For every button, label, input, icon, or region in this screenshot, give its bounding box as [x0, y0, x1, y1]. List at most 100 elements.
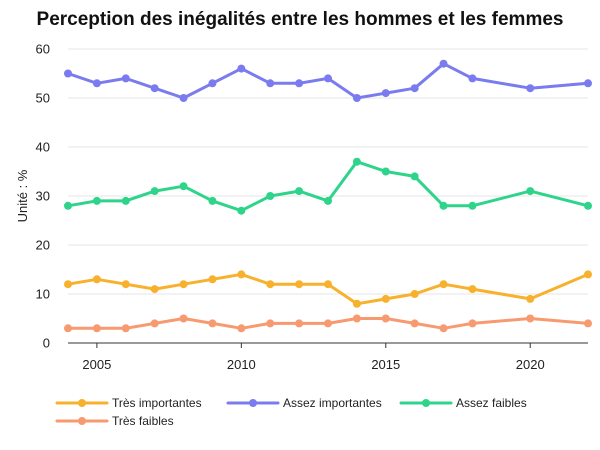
data-point [584, 201, 592, 210]
data-point [179, 94, 188, 102]
data-point [439, 280, 448, 289]
data-point [150, 84, 159, 93]
x-tick-label: 2020 [516, 357, 545, 372]
data-point [410, 290, 419, 298]
data-point [381, 89, 390, 98]
data-point [439, 324, 448, 333]
y-tick-label: 40 [36, 140, 50, 155]
legend-swatch-marker [78, 417, 86, 425]
data-point [150, 187, 159, 196]
data-point [295, 79, 304, 88]
legend-item: Très faibles [55, 414, 174, 428]
series-2 [64, 59, 592, 102]
data-point [179, 314, 188, 323]
data-point [352, 157, 361, 166]
legend: Très importantes Assez importantes Assez f… [55, 396, 527, 428]
legend-item: Assez importantes [226, 396, 382, 410]
data-point [381, 294, 390, 303]
legend-label: Très faibles [112, 414, 174, 428]
series-3 [64, 157, 592, 215]
y-tick-label: 50 [36, 91, 50, 106]
data-point [439, 201, 448, 210]
data-point [150, 285, 159, 294]
data-point [584, 79, 592, 88]
data-point [121, 74, 130, 83]
data-point [92, 196, 101, 205]
legend-swatch-marker [78, 399, 86, 407]
data-point [526, 187, 535, 196]
y-tick-label: 10 [36, 287, 50, 302]
data-point [468, 319, 477, 328]
data-point [295, 280, 304, 289]
data-point [64, 324, 72, 333]
series-4 [64, 314, 592, 333]
data-point [92, 79, 101, 88]
y-tick-label: 60 [36, 42, 50, 57]
legend-label: Très importantes [112, 396, 202, 410]
data-point [92, 324, 101, 333]
axes: 0 10 20 30 40 50 60 2005 2010 2015 2020 [36, 42, 588, 372]
data-point [266, 79, 275, 88]
data-point [64, 201, 72, 210]
data-point [266, 192, 275, 200]
data-point [295, 187, 304, 196]
data-point [381, 167, 390, 176]
data-point [237, 324, 246, 333]
data-point [121, 324, 130, 333]
data-point [324, 319, 332, 328]
chart-title: Perception des inégalités entre les homm… [37, 9, 564, 30]
data-point [468, 74, 477, 83]
data-point [324, 280, 332, 289]
data-point [584, 319, 592, 328]
data-point [208, 196, 217, 205]
series-group [64, 59, 592, 333]
series-1 [64, 270, 592, 308]
data-point [468, 285, 477, 294]
data-point [92, 275, 101, 284]
data-point [324, 74, 332, 83]
y-tick-label: 0 [43, 336, 50, 351]
data-point [237, 206, 246, 215]
data-point [468, 201, 477, 210]
data-point [208, 275, 217, 284]
data-point [179, 182, 188, 191]
legend-label: Assez faibles [456, 396, 527, 410]
data-point [179, 280, 188, 289]
data-point [352, 314, 361, 323]
data-point [150, 319, 159, 328]
data-point [121, 196, 130, 205]
x-tick-label: 2015 [371, 357, 400, 372]
data-point [266, 280, 275, 289]
series-line [66, 272, 590, 306]
data-point [64, 69, 72, 78]
data-point [295, 319, 304, 328]
data-point [237, 270, 246, 279]
data-point [584, 270, 592, 279]
x-tick-label: 2005 [82, 357, 111, 372]
x-tick-label: 2010 [227, 357, 256, 372]
data-point [324, 196, 332, 205]
y-tick-label: 20 [36, 238, 50, 253]
legend-item: Très importantes [55, 396, 202, 410]
data-point [352, 299, 361, 308]
data-point [526, 314, 535, 323]
y-tick-label: 30 [36, 189, 50, 204]
legend-item: Assez faibles [399, 396, 527, 410]
data-point [121, 280, 130, 289]
legend-label: Assez importantes [283, 396, 382, 410]
y-axis-label: Unité : % [15, 169, 30, 222]
data-point [526, 294, 535, 303]
data-point [208, 319, 217, 328]
data-point [266, 319, 275, 328]
data-point [64, 280, 72, 289]
data-point [237, 64, 246, 73]
data-point [381, 314, 390, 323]
data-point [410, 172, 419, 181]
data-point [526, 84, 535, 93]
legend-swatch-marker [422, 399, 430, 407]
data-point [439, 59, 448, 68]
data-point [208, 79, 217, 88]
data-point [410, 319, 419, 328]
